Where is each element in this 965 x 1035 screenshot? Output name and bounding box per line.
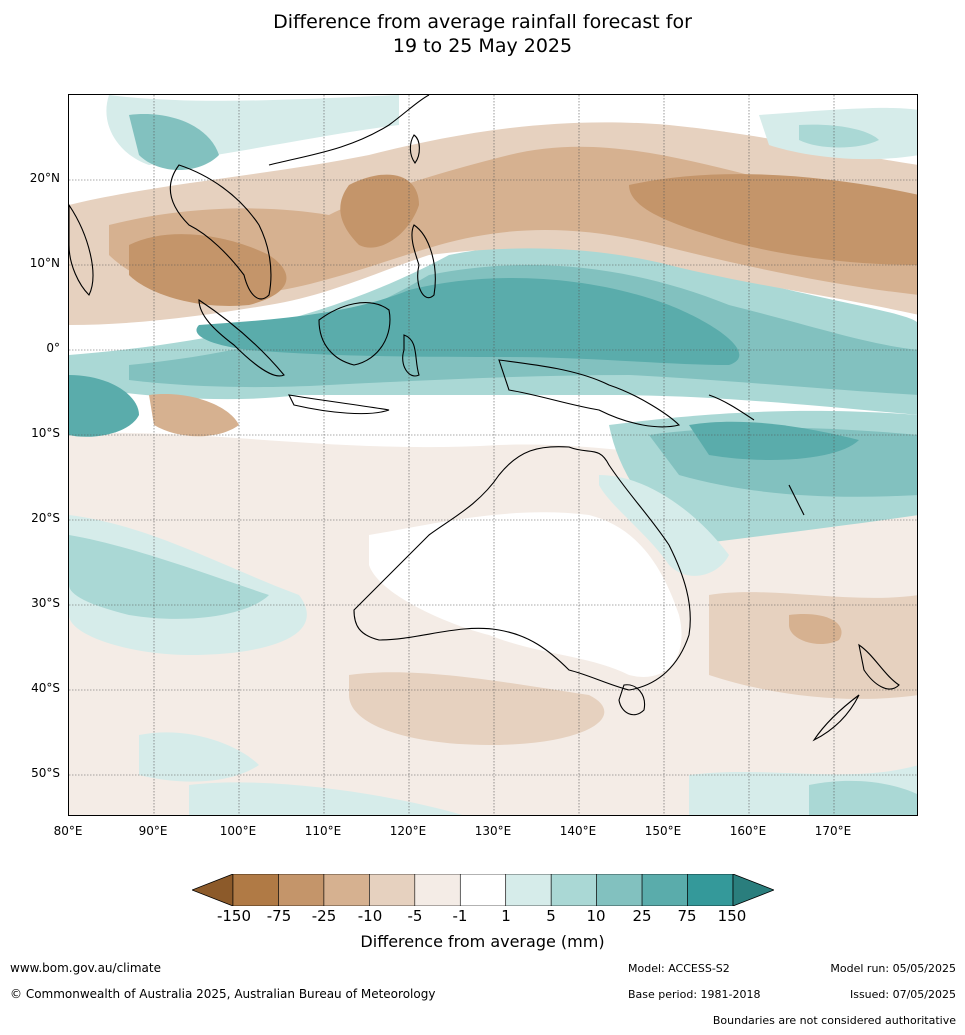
colorbar-swatch <box>687 873 734 907</box>
colorbar-swatch <box>278 873 325 907</box>
copyright-text: © Commonwealth of Australia 2025, Austra… <box>10 987 436 1001</box>
colorbar-title: Difference from average (mm) <box>360 932 605 951</box>
lon-label-140e: 140°E <box>559 824 597 838</box>
lat-label-10n: 10°N <box>29 256 60 270</box>
model-name: Model: ACCESS-S2 <box>628 962 730 975</box>
lon-label-120e: 120°E <box>389 824 427 838</box>
colorbar-tick: 150 <box>717 907 747 925</box>
lon-label-100e: 100°E <box>219 824 257 838</box>
lat-label-50s: 50°S <box>31 766 60 780</box>
colorbar-tick: 10 <box>586 907 606 925</box>
rainfall-map <box>68 94 918 816</box>
lat-label-20s: 20°S <box>31 511 60 525</box>
colorbar-tick: -5 <box>407 907 423 925</box>
lat-label-0: 0° <box>46 341 60 355</box>
colorbar-swatch <box>414 873 461 907</box>
colorbar-swatch <box>232 873 279 907</box>
colorbar-tick: -1 <box>452 907 468 925</box>
colorbar-swatches <box>190 873 776 907</box>
lon-label-90e: 90°E <box>138 824 168 838</box>
lat-label-40s: 40°S <box>31 681 60 695</box>
rainfall-anomaly-field <box>69 95 917 815</box>
lon-label-110e: 110°E <box>304 824 342 838</box>
lon-label-130e: 130°E <box>474 824 512 838</box>
lat-label-30s: 30°S <box>31 596 60 610</box>
base-period: Base period: 1981-2018 <box>628 988 761 1001</box>
colorbar-swatch <box>505 873 552 907</box>
title-line-1: Difference from average rainfall forecas… <box>273 11 692 33</box>
lon-label-170e: 170°E <box>814 824 852 838</box>
colorbar-tick: 5 <box>546 907 556 925</box>
lat-label-20n: 20°N <box>29 171 60 185</box>
colorbar-tick: 25 <box>632 907 652 925</box>
lon-label-80e: 80°E <box>53 824 83 838</box>
lon-label-150e: 150°E <box>644 824 682 838</box>
colorbar-swatch <box>459 873 507 907</box>
model-run-date: Model run: 05/05/2025 <box>830 962 956 975</box>
website-link[interactable]: www.bom.gov.au/climate <box>10 961 161 975</box>
map-title: Difference from average rainfall forecas… <box>0 10 965 58</box>
issued-date: Issued: 07/05/2025 <box>849 988 956 1001</box>
colorbar-tick: -10 <box>357 907 383 925</box>
boundaries-disclaimer: Boundaries are not considered authoritat… <box>712 1014 956 1027</box>
colorbar-swatch <box>550 873 597 907</box>
colorbar-tick: -25 <box>311 907 337 925</box>
colorbar <box>190 873 776 907</box>
coastlines <box>69 95 900 742</box>
colorbar-swatch <box>641 873 688 907</box>
colorbar-extend-high <box>732 873 776 907</box>
lon-label-160e: 160°E <box>729 824 767 838</box>
colorbar-swatch <box>323 873 370 907</box>
colorbar-extend-low <box>190 873 234 907</box>
title-line-2: 19 to 25 May 2025 <box>392 35 573 57</box>
colorbar-tick: -75 <box>266 907 292 925</box>
colorbar-tick: 75 <box>677 907 697 925</box>
colorbar-swatch <box>369 873 416 907</box>
lat-label-10s: 10°S <box>31 426 60 440</box>
colorbar-tick: -150 <box>216 907 252 925</box>
colorbar-swatch <box>596 873 643 907</box>
colorbar-tick: 1 <box>501 907 511 925</box>
